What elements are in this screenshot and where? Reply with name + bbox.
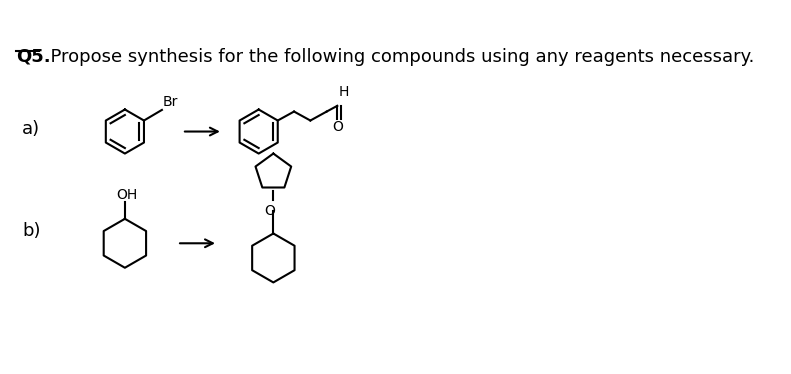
Text: OH: OH <box>116 188 137 202</box>
Text: Br: Br <box>163 95 178 109</box>
Text: O: O <box>333 120 343 134</box>
Text: O: O <box>265 204 275 218</box>
Text: a): a) <box>22 120 40 138</box>
Text: Propose synthesis for the following compounds using any reagents necessary.: Propose synthesis for the following comp… <box>40 47 755 65</box>
Text: b): b) <box>22 222 40 240</box>
Text: Q5.: Q5. <box>17 47 51 65</box>
Text: H: H <box>339 85 350 99</box>
